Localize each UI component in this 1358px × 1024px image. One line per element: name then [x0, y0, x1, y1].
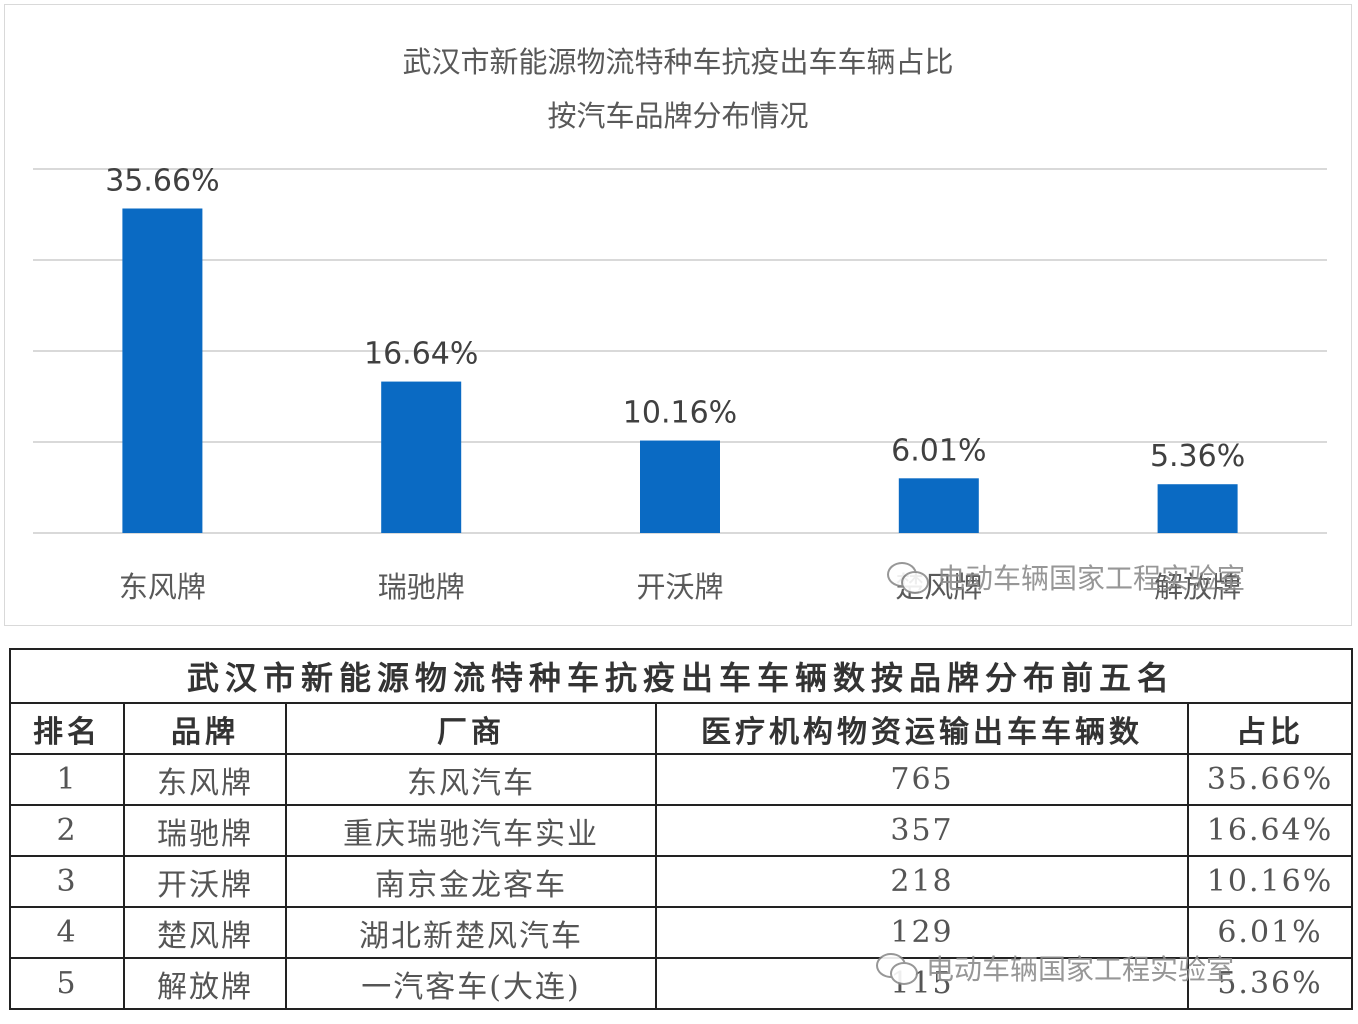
cell-vehicle-count: 357	[655, 804, 1189, 857]
bar-chart: 35.66%东风牌16.64%瑞驰牌10.16%开沃牌6.01%楚风牌5.36%…	[33, 163, 1327, 604]
cell-vehicle-count: 765	[655, 753, 1189, 806]
table-title: 武汉市新能源物流特种车抗疫出车车辆数按品牌分布前五名	[8, 648, 1354, 704]
col-header-rank: 排名	[9, 702, 125, 755]
cell-rank: 1	[9, 753, 125, 806]
x-tick-label: 开沃牌	[636, 570, 723, 604]
cell-manufacturer: 南京金龙客车	[285, 855, 657, 908]
cell-brand: 解放牌	[123, 957, 287, 1010]
table-row: 4 楚风牌 湖北新楚风汽车 129 6.01%	[9, 906, 1354, 959]
chart-panel: 武汉市新能源物流特种车抗疫出车车辆占比 按汽车品牌分布情况 35.66% 东风牌 1…	[4, 4, 1352, 626]
data-label: 35.66%	[105, 163, 219, 198]
col-header-share: 占比	[1186, 702, 1354, 755]
bar	[640, 440, 720, 533]
bar	[381, 381, 462, 533]
table-row: 5 解放牌 一汽客车(大连) 115 5.36%	[9, 957, 1354, 1010]
cell-manufacturer: 重庆瑞驰汽车实业	[285, 804, 657, 857]
chart-subtitle: 按汽车品牌分布情况	[547, 99, 809, 133]
cell-rank: 4	[9, 906, 125, 959]
cell-brand: 开沃牌	[123, 855, 287, 908]
table-row: 3 开沃牌 南京金龙客车 218 10.16%	[9, 855, 1354, 908]
watermark-text: 电动车辆国家工程实验室	[926, 953, 1235, 986]
watermark: 电动车辆国家工程实验室	[876, 948, 1234, 988]
cell-share: 5.36%	[1186, 957, 1354, 1010]
cell-rank: 2	[9, 804, 125, 857]
bar	[122, 208, 203, 533]
wechat-icon	[876, 951, 920, 985]
cell-share: 6.01%	[1186, 906, 1354, 959]
table-row: 1 东风牌 东风汽车 765 35.66%	[9, 753, 1354, 806]
data-label: 5.36%	[1150, 439, 1245, 474]
x-tick-label: 东风牌	[119, 570, 206, 604]
cell-manufacturer: 一汽客车(大连)	[285, 957, 657, 1010]
wechat-icon	[887, 560, 931, 594]
cell-manufacturer: 东风汽车	[285, 753, 657, 806]
data-label: 6.01%	[891, 433, 986, 468]
cell-rank: 3	[9, 855, 125, 908]
cell-vehicle-count: 129	[655, 906, 1189, 959]
cell-brand: 楚风牌	[123, 906, 287, 959]
cell-manufacturer: 湖北新楚风汽车	[285, 906, 657, 959]
chart-title: 武汉市新能源物流特种车抗疫出车车辆占比	[402, 45, 954, 79]
watermark: 电动车辆国家工程实验室	[887, 557, 1245, 597]
cell-share: 35.66%	[1186, 753, 1354, 806]
cell-vehicle-count: 115	[655, 957, 1189, 1010]
cell-brand: 瑞驰牌	[123, 804, 287, 857]
x-tick-label: 瑞驰牌	[378, 570, 465, 604]
cell-brand: 东风牌	[123, 753, 287, 806]
ranking-table-wrap: 武汉市新能源物流特种车抗疫出车车辆数按品牌分布前五名 排名 品牌 厂商 医疗机构…	[8, 648, 1354, 1010]
ranking-table: 武汉市新能源物流特种车抗疫出车车辆数按品牌分布前五名 排名 品牌 厂商 医疗机构…	[8, 648, 1354, 1010]
col-header-manufacturer: 厂商	[285, 702, 657, 755]
col-header-vehicle-count: 医疗机构物资运输出车车辆数	[655, 702, 1189, 755]
bar	[1157, 484, 1238, 533]
data-label: 16.64%	[364, 337, 478, 372]
data-label: 10.16%	[623, 396, 737, 431]
cell-share: 10.16%	[1186, 855, 1354, 908]
bar	[898, 478, 979, 533]
watermark-text: 电动车辆国家工程实验室	[937, 562, 1246, 595]
table-row: 2 瑞驰牌 重庆瑞驰汽车实业 357 16.64%	[9, 804, 1354, 857]
col-header-brand: 品牌	[123, 702, 287, 755]
x-tick-label: 解放牌	[1154, 570, 1241, 604]
cell-vehicle-count: 218	[655, 855, 1189, 908]
cell-share: 16.64%	[1186, 804, 1354, 857]
cell-rank: 5	[9, 957, 125, 1010]
